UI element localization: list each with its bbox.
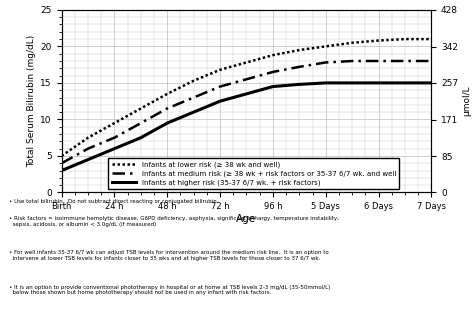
Y-axis label: Total Serum Bilirubin (mg/dL): Total Serum Bilirubin (mg/dL) bbox=[27, 35, 36, 167]
Infants at higher risk (35-37 6/7 wk. + risk factors) bbox=[402, 81, 408, 85]
Infants at lower risk (≥ 38 wk and well) bbox=[85, 136, 91, 139]
Legend: Infants at lower risk (≥ 38 wk and well), Infants at medium risk (≥ 38 wk + risk: Infants at lower risk (≥ 38 wk and well)… bbox=[108, 158, 400, 189]
Infants at medium risk (≥ 38 wk + risk factors or 35-37 6/7 wk. and well bbox=[296, 65, 302, 69]
Infants at higher risk (35-37 6/7 wk. + risk factors) bbox=[138, 136, 144, 139]
Infants at lower risk (≥ 38 wk and well) bbox=[402, 37, 408, 41]
Infants at higher risk (35-37 6/7 wk. + risk factors) bbox=[191, 110, 197, 114]
Infants at higher risk (35-37 6/7 wk. + risk factors) bbox=[296, 82, 302, 86]
Text: • Use total bilirubin.  Do not subtract direct reacting or conjugated bilirubin.: • Use total bilirubin. Do not subtract d… bbox=[9, 199, 219, 204]
Infants at lower risk (≥ 38 wk and well) bbox=[349, 41, 355, 45]
Infants at medium risk (≥ 38 wk + risk factors or 35-37 6/7 wk. and well bbox=[191, 95, 197, 99]
Infants at lower risk (≥ 38 wk and well) bbox=[428, 37, 434, 41]
Infants at lower risk (≥ 38 wk and well) bbox=[376, 38, 382, 42]
Line: Infants at higher risk (35-37 6/7 wk. + risk factors): Infants at higher risk (35-37 6/7 wk. + … bbox=[62, 83, 431, 170]
Infants at medium risk (≥ 38 wk + risk factors or 35-37 6/7 wk. and well bbox=[244, 77, 249, 81]
Infants at higher risk (35-37 6/7 wk. + risk factors) bbox=[85, 158, 91, 162]
Infants at lower risk (≥ 38 wk and well) bbox=[59, 154, 64, 158]
Infants at medium risk (≥ 38 wk + risk factors or 35-37 6/7 wk. and well bbox=[138, 121, 144, 125]
Infants at higher risk (35-37 6/7 wk. + risk factors) bbox=[164, 121, 170, 125]
Y-axis label: μmol/L: μmol/L bbox=[463, 86, 472, 116]
Infants at higher risk (35-37 6/7 wk. + risk factors) bbox=[244, 92, 249, 96]
Infants at higher risk (35-37 6/7 wk. + risk factors) bbox=[217, 99, 223, 103]
Infants at medium risk (≥ 38 wk + risk factors or 35-37 6/7 wk. and well bbox=[111, 136, 117, 139]
Infants at medium risk (≥ 38 wk + risk factors or 35-37 6/7 wk. and well bbox=[270, 70, 276, 74]
Infants at lower risk (≥ 38 wk and well) bbox=[138, 107, 144, 111]
Infants at lower risk (≥ 38 wk and well) bbox=[296, 48, 302, 52]
Infants at higher risk (35-37 6/7 wk. + risk factors) bbox=[376, 81, 382, 85]
Infants at higher risk (35-37 6/7 wk. + risk factors) bbox=[428, 81, 434, 85]
Infants at medium risk (≥ 38 wk + risk factors or 35-37 6/7 wk. and well bbox=[349, 59, 355, 63]
Infants at lower risk (≥ 38 wk and well) bbox=[191, 79, 197, 83]
Infants at higher risk (35-37 6/7 wk. + risk factors) bbox=[59, 168, 64, 172]
Infants at lower risk (≥ 38 wk and well) bbox=[323, 44, 328, 48]
Infants at medium risk (≥ 38 wk + risk factors or 35-37 6/7 wk. and well bbox=[428, 59, 434, 63]
Infants at higher risk (35-37 6/7 wk. + risk factors) bbox=[270, 85, 276, 89]
Infants at lower risk (≥ 38 wk and well) bbox=[217, 68, 223, 72]
X-axis label: Age: Age bbox=[237, 214, 256, 224]
Infants at lower risk (≥ 38 wk and well) bbox=[244, 61, 249, 64]
Infants at higher risk (35-37 6/7 wk. + risk factors) bbox=[111, 147, 117, 151]
Infants at medium risk (≥ 38 wk + risk factors or 35-37 6/7 wk. and well bbox=[376, 59, 382, 63]
Infants at lower risk (≥ 38 wk and well) bbox=[164, 92, 170, 96]
Line: Infants at lower risk (≥ 38 wk and well): Infants at lower risk (≥ 38 wk and well) bbox=[62, 39, 431, 156]
Infants at higher risk (35-37 6/7 wk. + risk factors) bbox=[349, 81, 355, 85]
Infants at medium risk (≥ 38 wk + risk factors or 35-37 6/7 wk. and well bbox=[164, 107, 170, 111]
Infants at medium risk (≥ 38 wk + risk factors or 35-37 6/7 wk. and well bbox=[402, 59, 408, 63]
Text: • For well infants 35-37 6/7 wk can adjust TSB levels for intervention around th: • For well infants 35-37 6/7 wk can adju… bbox=[9, 250, 329, 261]
Text: • Risk factors = isoimmune hemolytic disease, G6PD deficiency, asphyxia, signifi: • Risk factors = isoimmune hemolytic dis… bbox=[9, 216, 339, 227]
Text: • It is an option to provide conventional phototherapy in hospital or at home at: • It is an option to provide conventiona… bbox=[9, 285, 331, 295]
Infants at lower risk (≥ 38 wk and well) bbox=[111, 121, 117, 125]
Infants at medium risk (≥ 38 wk + risk factors or 35-37 6/7 wk. and well bbox=[59, 161, 64, 165]
Infants at medium risk (≥ 38 wk + risk factors or 35-37 6/7 wk. and well bbox=[217, 85, 223, 89]
Infants at higher risk (35-37 6/7 wk. + risk factors) bbox=[323, 81, 328, 85]
Infants at medium risk (≥ 38 wk + risk factors or 35-37 6/7 wk. and well bbox=[85, 147, 91, 151]
Line: Infants at medium risk (≥ 38 wk + risk factors or 35-37 6/7 wk. and well: Infants at medium risk (≥ 38 wk + risk f… bbox=[62, 61, 431, 163]
Infants at lower risk (≥ 38 wk and well) bbox=[270, 53, 276, 57]
Infants at medium risk (≥ 38 wk + risk factors or 35-37 6/7 wk. and well bbox=[323, 61, 328, 64]
